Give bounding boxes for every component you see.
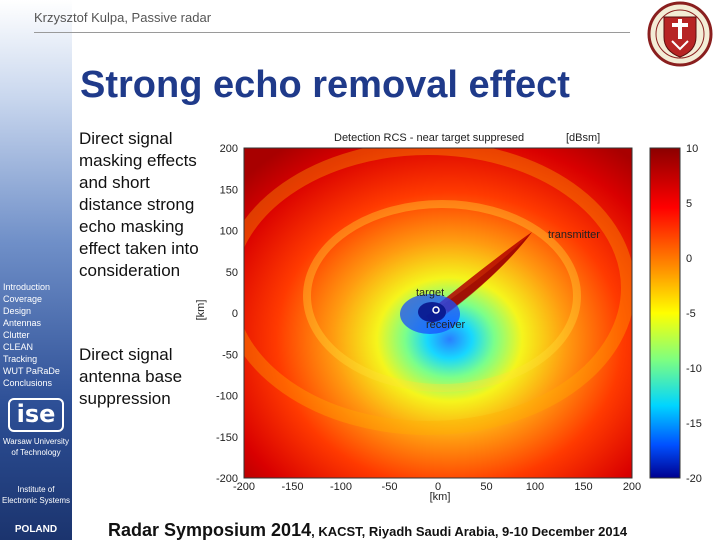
x-tick-label: -200 (233, 481, 255, 493)
colorbar-tick-label: -20 (686, 473, 702, 485)
sidebar-item-clean[interactable]: CLEAN (3, 342, 34, 352)
y-tick-label: 200 (220, 143, 238, 155)
y-tick-label: 0 (232, 308, 238, 320)
x-tick-label: 150 (574, 481, 592, 493)
sidebar-item-tracking[interactable]: Tracking (3, 354, 38, 364)
sidebar-item-introduction[interactable]: Introduction (3, 282, 51, 292)
colorbar-ticks: 10 5 0 -5 -10 -15 -20 (686, 143, 702, 485)
slide-title: Strong echo removal effect (80, 64, 570, 106)
university-name: Warsaw University of Technology (3, 437, 69, 457)
colorbar-tick-label: 5 (686, 198, 692, 210)
plot-frame (243, 147, 633, 479)
y-axis-ticks: 200 150 100 50 0 -50 -100 -150 -200 (216, 143, 238, 485)
detection-rcs-figure: Detection RCS - near target suppresed [d… (195, 132, 702, 503)
institute-name: Institute of Electronic Systems (1, 485, 71, 505)
y-tick-label: 100 (220, 226, 238, 238)
colorbar-tick-label: 10 (686, 143, 698, 155)
ise-logo: ise (8, 398, 64, 432)
colorbar (649, 147, 681, 479)
y-axis-label: [km] (195, 300, 207, 321)
receiver-marker (432, 306, 440, 314)
colorbar-tick-label: -10 (686, 363, 702, 375)
coverage-ring-outer (244, 148, 632, 435)
colorbar-tick-label: -5 (686, 308, 696, 320)
x-tick-label: -50 (382, 481, 398, 493)
footer: Radar Symposium 2014, KACST, Riyadh Saud… (108, 520, 627, 541)
bullet-antenna-suppression: Direct signal antenna base suppression (79, 345, 183, 408)
y-tick-label: 50 (226, 267, 238, 279)
colorbar-tick-label: -15 (686, 418, 702, 430)
sidebar-item-coverage[interactable]: Coverage (3, 294, 43, 304)
chart-title: Detection RCS - near target suppresed (334, 132, 524, 144)
y-tick-label: 150 (220, 184, 238, 196)
suppression-core (418, 302, 446, 322)
sidebar-item-wut-parade[interactable]: WUT PaRaDe (3, 366, 60, 376)
y-tick-label: -150 (216, 432, 238, 444)
x-tick-label: 50 (480, 481, 492, 493)
sidebar: Introduction Coverage Design Antennas Cl… (0, 0, 72, 540)
x-tick-label: 0 (435, 481, 441, 493)
sidebar-item-clutter[interactable]: Clutter (3, 330, 30, 340)
y-tick-label: -100 (216, 391, 238, 403)
colorbar-unit: [dBsm] (566, 132, 600, 144)
coverage-ring-inner (303, 200, 581, 392)
header-author: Krzysztof Kulpa, Passive radar (34, 10, 212, 25)
x-axis-label: [km] (430, 491, 451, 503)
x-tick-label: 200 (623, 481, 641, 493)
annotation-transmitter: transmitter (548, 229, 600, 241)
country-label: POLAND (14, 524, 58, 535)
x-tick-label: 100 (526, 481, 544, 493)
x-tick-label: -150 (281, 481, 303, 493)
sidebar-item-design[interactable]: Design (3, 306, 32, 316)
y-tick-label: -50 (222, 349, 238, 361)
annotation-target: target (416, 287, 444, 299)
bullet-masking: Direct signal masking effects and short … (79, 129, 199, 280)
sidebar-nav: Introduction Coverage Design Antennas Cl… (3, 281, 69, 389)
x-tick-label: -100 (330, 481, 352, 493)
x-axis-ticks: -200 -150 -100 -50 0 50 100 150 200 (233, 481, 641, 493)
header-divider (34, 32, 630, 33)
colorbar-tick-label: 0 (686, 253, 692, 265)
annotation-receiver: receiver (426, 319, 465, 331)
sidebar-item-antennas[interactable]: Antennas (3, 318, 42, 328)
footer-event: Radar Symposium 2014 (108, 520, 312, 540)
sidebar-item-conclusions[interactable]: Conclusions (3, 378, 53, 388)
y-tick-label: -200 (216, 473, 238, 485)
footer-location: , KACST, Riyadh Saudi Arabia, 9-10 Decem… (311, 524, 628, 539)
university-crest-icon (647, 1, 713, 67)
